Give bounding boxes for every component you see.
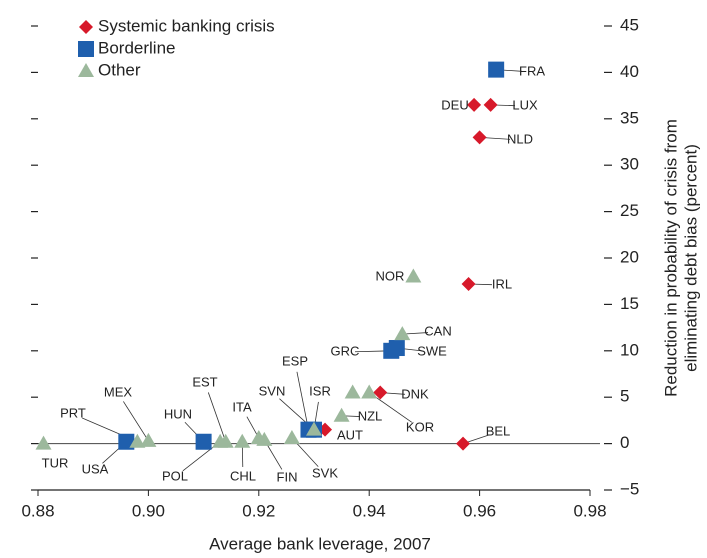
point-label: ISR	[309, 383, 331, 398]
point-label: CHL	[230, 468, 256, 483]
triangle-marker	[361, 384, 378, 399]
legend-marker	[78, 63, 94, 77]
triangle-marker	[140, 432, 157, 447]
triangle-marker	[35, 435, 52, 450]
point-label: TUR	[42, 455, 69, 470]
y-axis-label: eliminating debt bias (percent)	[681, 144, 700, 372]
x-tick-label: 0.88	[21, 501, 54, 520]
point-label: GRC	[331, 343, 360, 358]
point-label: SVN	[259, 383, 286, 398]
leader-line	[207, 392, 227, 442]
y-tick-label: 25	[620, 201, 639, 220]
point-label: AUT	[337, 427, 363, 442]
point-label: LUX	[512, 97, 538, 112]
diamond-marker	[456, 436, 471, 451]
point-label: FRA	[519, 63, 545, 78]
y-tick-label: 30	[620, 155, 639, 174]
legend-label: Systemic banking crisis	[98, 16, 275, 35]
point-label: HUN	[164, 406, 192, 421]
y-tick-label: 35	[620, 108, 639, 127]
triangle-marker	[344, 384, 361, 399]
point-label: DEU	[441, 97, 468, 112]
point-label: FIN	[277, 469, 298, 484]
point-label: PRT	[60, 405, 86, 420]
point-label: ESP	[282, 353, 308, 368]
x-tick-label: 0.98	[573, 501, 606, 520]
x-tick-label: 0.96	[463, 501, 496, 520]
point-label: ITA	[232, 399, 252, 414]
triangle-marker	[234, 433, 251, 448]
triangle-marker	[405, 268, 422, 283]
x-tick-label: 0.92	[242, 501, 275, 520]
point-label: USA	[82, 461, 109, 476]
point-label: NOR	[376, 268, 405, 283]
diamond-marker	[461, 276, 476, 291]
triangle-marker	[394, 326, 411, 341]
y-tick-label: 0	[620, 433, 629, 452]
point-label: EST	[192, 374, 217, 389]
triangle-marker	[212, 433, 229, 448]
diamond-marker	[483, 97, 498, 112]
leader-line	[123, 401, 149, 442]
point-label: MEX	[104, 384, 133, 399]
legend-label: Borderline	[98, 38, 176, 57]
y-tick-label: −5	[620, 479, 639, 498]
x-tick-label: 0.90	[132, 501, 165, 520]
diamond-marker	[373, 385, 388, 400]
square-marker	[195, 433, 212, 450]
x-axis-label: Average bank leverage, 2007	[209, 534, 431, 553]
legend-marker	[79, 20, 93, 34]
leader-line	[296, 371, 309, 430]
point-label: SVK	[312, 465, 338, 480]
square-marker	[118, 433, 135, 450]
y-tick-label: 40	[620, 62, 639, 81]
x-tick-label: 0.94	[353, 501, 386, 520]
y-tick-label: 45	[620, 15, 639, 34]
y-tick-label: 15	[620, 294, 639, 313]
y-tick-label: 5	[620, 387, 629, 406]
point-label: DNK	[401, 386, 429, 401]
y-tick-label: 10	[620, 340, 639, 359]
triangle-marker	[283, 430, 300, 445]
point-label: BEL	[486, 423, 511, 438]
point-label: CAN	[424, 323, 451, 338]
point-label: POL	[162, 468, 188, 483]
legend-marker	[78, 41, 94, 57]
triangle-marker	[333, 407, 350, 422]
point-label: KOR	[406, 419, 434, 434]
triangle-marker	[306, 421, 322, 436]
diamond-marker	[467, 97, 482, 112]
triangle-marker	[256, 431, 273, 446]
point-label: NLD	[507, 131, 533, 146]
square-marker	[488, 61, 505, 78]
point-label: IRL	[492, 276, 512, 291]
diamond-marker	[472, 130, 487, 145]
square-marker	[388, 340, 405, 357]
point-label: SWE	[417, 343, 447, 358]
y-axis-label: Reduction in probability of crisis from	[661, 119, 680, 397]
triangle-marker	[129, 433, 146, 448]
y-tick-label: 20	[620, 247, 639, 266]
point-label: NZL	[358, 408, 383, 423]
legend-label: Other	[98, 60, 141, 79]
